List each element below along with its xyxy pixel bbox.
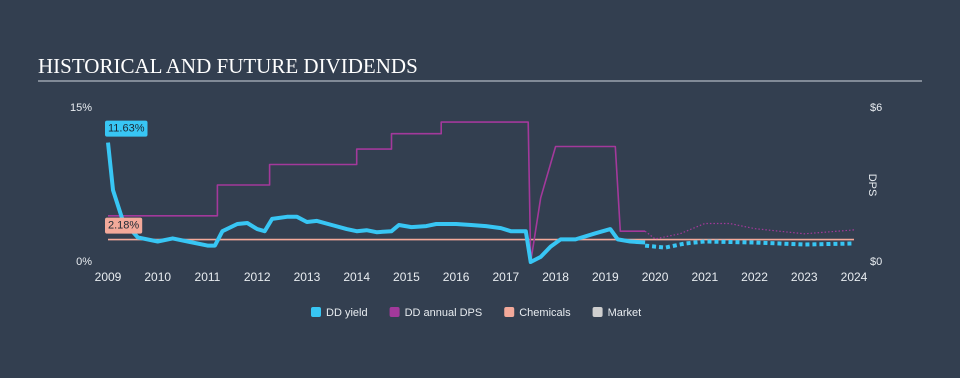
forecast-line: [644, 239, 855, 250]
x-tick-label: 2017: [493, 270, 520, 284]
series-line: [108, 121, 646, 263]
x-tick-label: 2012: [244, 270, 271, 284]
y-tick-label: 15%: [70, 102, 92, 114]
x-tick-label: 2019: [592, 270, 619, 284]
legend-label: DD annual DPS: [405, 307, 483, 319]
x-tick-label: 2020: [642, 270, 669, 284]
x-tick-label: 2016: [443, 270, 470, 284]
y2-tick-label: $0: [870, 256, 882, 268]
x-tick-label: 2013: [294, 270, 321, 284]
x-tick-label: 2014: [343, 270, 370, 284]
annotation: 2.18%: [105, 217, 143, 234]
y-tick-label: 0%: [76, 256, 92, 268]
legend-swatch: [592, 307, 603, 317]
x-tick-label: 2010: [144, 270, 171, 284]
forecast-line: [644, 222, 855, 240]
x-tick-label: 2022: [741, 270, 768, 284]
annotation-box: [105, 217, 143, 234]
y2-axis-label: DPS: [866, 174, 878, 197]
x-tick-label: 2021: [691, 270, 718, 284]
annotation-box: [105, 120, 148, 137]
x-tick-label: 2024: [841, 270, 868, 284]
x-tick-label: 2023: [791, 270, 818, 284]
legend-swatch: [504, 307, 515, 317]
legend-label: Chemicals: [519, 307, 571, 319]
x-tick-label: 2009: [95, 270, 122, 284]
chart-title: HISTORICAL AND FUTURE DIVIDENDS: [38, 54, 418, 78]
y2-tick-label: $6: [870, 102, 882, 114]
legend-label: DD yield: [326, 307, 368, 319]
legend-label: Market: [608, 307, 642, 319]
legend-swatch: [389, 307, 400, 317]
x-tick-label: 2011: [195, 270, 221, 284]
series-line: [106, 142, 646, 264]
annotation-label: 11.63%: [108, 123, 145, 135]
legend-swatch: [311, 307, 321, 317]
x-tick-label: 2018: [542, 270, 569, 284]
annotation-label: 2.18%: [108, 220, 139, 232]
x-tick-label: 2015: [393, 270, 420, 284]
annotation: 11.63%: [105, 120, 148, 137]
